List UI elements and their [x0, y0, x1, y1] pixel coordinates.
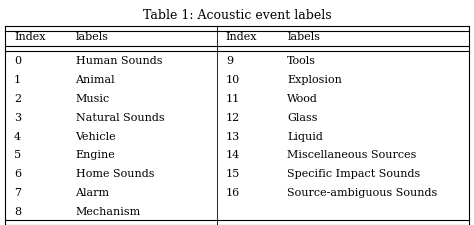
Text: Liquid: Liquid [287, 131, 323, 141]
Text: 7: 7 [14, 187, 21, 197]
Text: Natural Sounds: Natural Sounds [75, 112, 164, 122]
Text: 6: 6 [14, 168, 21, 178]
Text: 1: 1 [14, 75, 21, 85]
Text: Home Sounds: Home Sounds [75, 168, 154, 178]
Text: 13: 13 [226, 131, 240, 141]
Text: Index: Index [226, 32, 257, 42]
Text: Human Sounds: Human Sounds [75, 56, 162, 66]
Text: 16: 16 [226, 187, 240, 197]
Text: Tools: Tools [287, 56, 316, 66]
Text: Animal: Animal [75, 75, 115, 85]
Text: 0: 0 [14, 56, 21, 66]
Text: Miscellaneous Sources: Miscellaneous Sources [287, 150, 417, 160]
Text: labels: labels [75, 32, 109, 42]
Text: Specific Impact Sounds: Specific Impact Sounds [287, 168, 420, 178]
Text: 11: 11 [226, 94, 240, 104]
Text: Mechanism: Mechanism [75, 206, 141, 216]
Text: labels: labels [287, 32, 320, 42]
Text: Engine: Engine [75, 150, 115, 160]
Text: 2: 2 [14, 94, 21, 104]
Text: Index: Index [14, 32, 46, 42]
Text: 12: 12 [226, 112, 240, 122]
Text: 9: 9 [226, 56, 233, 66]
Text: Explosion: Explosion [287, 75, 342, 85]
Text: Vehicle: Vehicle [75, 131, 116, 141]
Text: Source-ambiguous Sounds: Source-ambiguous Sounds [287, 187, 438, 197]
Text: 15: 15 [226, 168, 240, 178]
Text: Music: Music [75, 94, 110, 104]
Text: Wood: Wood [287, 94, 318, 104]
Text: 10: 10 [226, 75, 240, 85]
Text: Alarm: Alarm [75, 187, 109, 197]
Text: Glass: Glass [287, 112, 318, 122]
Text: 8: 8 [14, 206, 21, 216]
Text: 5: 5 [14, 150, 21, 160]
Text: 3: 3 [14, 112, 21, 122]
Text: 4: 4 [14, 131, 21, 141]
Text: 14: 14 [226, 150, 240, 160]
Text: Table 1: Acoustic event labels: Table 1: Acoustic event labels [143, 9, 331, 22]
